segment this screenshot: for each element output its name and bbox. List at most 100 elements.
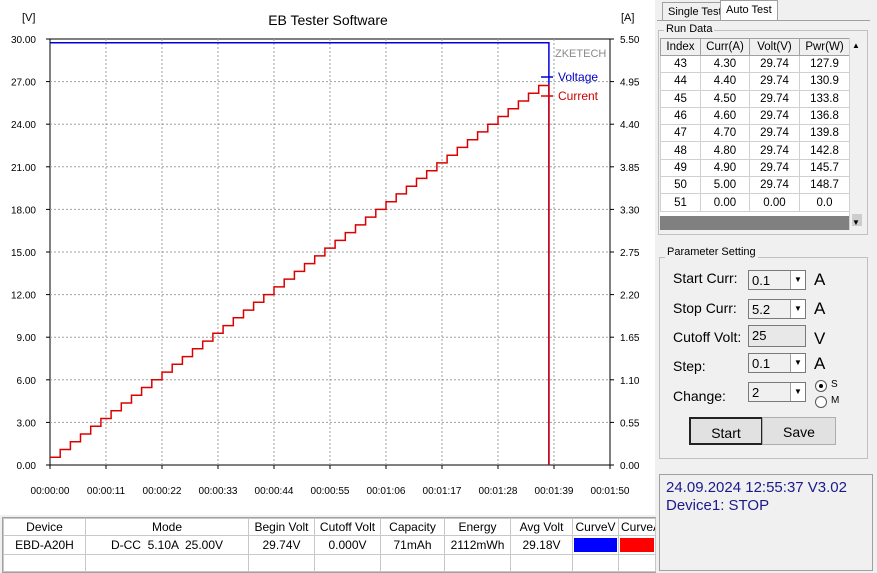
table-cell: 4.80 bbox=[700, 141, 750, 160]
summary-header: Energy bbox=[444, 518, 511, 536]
x-tick-label: 00:00:00 bbox=[31, 486, 70, 497]
radio-s-dot bbox=[819, 384, 823, 388]
radio-m[interactable] bbox=[815, 396, 827, 408]
table-cell: 29.74 bbox=[749, 158, 800, 178]
y2-tick-label: 0.55 bbox=[620, 418, 640, 429]
y2-tick-label: 5.50 bbox=[620, 35, 640, 46]
current-series-line bbox=[50, 84, 550, 465]
save-button[interactable]: Save bbox=[762, 417, 836, 445]
start-curr-select[interactable]: 0.1 ▼ bbox=[748, 270, 806, 290]
table-cell: 51 bbox=[660, 193, 701, 212]
run-data-hscrollbar[interactable] bbox=[660, 216, 849, 230]
step-select[interactable]: 0.1 ▼ bbox=[748, 353, 806, 373]
summary-header: Begin Volt bbox=[248, 518, 315, 536]
stop-curr-unit: A bbox=[814, 299, 826, 318]
summary-empty-row bbox=[3, 554, 656, 572]
table-cell: 148.7 bbox=[799, 176, 849, 195]
summary-header-row: Device Mode Begin Volt Cutoff Volt Capac… bbox=[3, 518, 656, 536]
cutoff-volt-input[interactable]: 25 bbox=[748, 325, 806, 347]
summary-header: Mode bbox=[85, 518, 249, 536]
table-cell: 48 bbox=[660, 141, 701, 160]
run-data-header[interactable]: Curr(A) bbox=[700, 38, 750, 56]
summary-cell: 29.74V bbox=[248, 535, 315, 555]
table-cell: 50 bbox=[660, 176, 701, 195]
change-label: Change: bbox=[673, 388, 726, 404]
y2-tick-label: 2.75 bbox=[620, 248, 640, 259]
table-cell: 142.8 bbox=[799, 141, 849, 160]
table-cell: 0.00 bbox=[749, 193, 800, 212]
parameter-setting-group bbox=[659, 257, 868, 459]
run-data-header[interactable]: Pwr(W) bbox=[799, 38, 849, 56]
table-cell: 4.60 bbox=[700, 106, 750, 126]
curve-v-color bbox=[572, 535, 619, 555]
summary-header: Avg Volt bbox=[510, 518, 573, 536]
x-tick-label: 00:01:39 bbox=[535, 486, 574, 497]
table-cell: 5.00 bbox=[700, 176, 750, 195]
right-axis-unit: [A] bbox=[621, 12, 634, 24]
table-cell: 4.50 bbox=[700, 89, 750, 108]
table-cell: 145.7 bbox=[799, 158, 849, 178]
summary-table: Device Mode Begin Volt Cutoff Volt Capac… bbox=[2, 517, 656, 573]
tab-single-test[interactable]: Single Test bbox=[662, 2, 728, 21]
table-cell: 29.74 bbox=[749, 72, 800, 91]
chevron-down-icon[interactable]: ▼ bbox=[790, 300, 805, 318]
y2-tick-label: 4.95 bbox=[620, 78, 640, 89]
table-cell: 29.74 bbox=[749, 54, 800, 74]
chart-grid bbox=[49, 38, 611, 466]
scroll-down-icon[interactable]: ▼ bbox=[852, 218, 860, 227]
chevron-down-icon[interactable]: ▼ bbox=[790, 354, 805, 372]
table-row[interactable]: 43 4.30 29.74 127.9 bbox=[660, 54, 849, 74]
run-data-table[interactable]: Index Curr(A) Volt(V) Pwr(W) 43 4.30 29.74… bbox=[660, 38, 849, 216]
table-row[interactable]: 47 4.70 29.74 139.8 bbox=[660, 124, 849, 143]
table-cell: 4.70 bbox=[700, 124, 750, 143]
run-data-header[interactable]: Index bbox=[660, 38, 701, 56]
chart-series bbox=[50, 41, 550, 465]
scroll-up-icon[interactable]: ▲ bbox=[852, 41, 860, 50]
table-cell: 29.74 bbox=[749, 89, 800, 108]
change-select[interactable]: 2 ▼ bbox=[748, 382, 806, 402]
x-tick-label: 00:01:06 bbox=[367, 486, 406, 497]
stop-curr-value: 5.2 bbox=[752, 302, 771, 317]
table-cell: 0.00 bbox=[700, 193, 750, 212]
stop-curr-select[interactable]: 5.2 ▼ bbox=[748, 299, 806, 319]
table-row[interactable]: 45 4.50 29.74 133.8 bbox=[660, 89, 849, 108]
step-value: 0.1 bbox=[752, 356, 771, 371]
run-data-header[interactable]: Volt(V) bbox=[749, 38, 800, 56]
legend-voltage: Voltage bbox=[558, 70, 598, 84]
scroll-thumb[interactable] bbox=[852, 214, 862, 226]
x-tick-label: 00:00:11 bbox=[87, 486, 126, 497]
summary-cell: D-CC 5.10A 25.00V bbox=[85, 535, 249, 555]
tab-divider bbox=[657, 20, 870, 21]
y-tick-label: 3.00 bbox=[17, 418, 37, 429]
summary-cell: 2112mWh bbox=[444, 535, 511, 555]
run-data-title: Run Data bbox=[664, 23, 715, 35]
chart-svg: EB Tester Software [V] [A] 30.00 5.50 27.0… bbox=[11, 12, 640, 497]
start-button[interactable]: Start bbox=[689, 417, 763, 445]
table-row[interactable]: 49 4.90 29.74 145.7 bbox=[660, 158, 849, 178]
x-tick-label: 00:00:22 bbox=[143, 486, 182, 497]
table-row[interactable]: 51 0.00 0.00 0.0 bbox=[660, 193, 849, 212]
chevron-down-icon[interactable]: ▼ bbox=[790, 383, 805, 401]
summary-cell: 0.000V bbox=[314, 535, 381, 555]
table-cell: 4.30 bbox=[700, 54, 750, 74]
table-cell: 0.0 bbox=[799, 193, 849, 212]
summary-header: Cutoff Volt bbox=[314, 518, 381, 536]
y-tick-label: 6.00 bbox=[17, 376, 37, 387]
radio-m-label: M bbox=[831, 395, 840, 406]
table-row[interactable]: 50 5.00 29.74 148.7 bbox=[660, 176, 849, 195]
y-tick-label: 18.00 bbox=[11, 205, 36, 216]
summary-data-row[interactable]: EBD-A20H D-CC 5.10A 25.00V 29.74V 0.000V… bbox=[3, 535, 656, 555]
table-row[interactable]: 48 4.80 29.74 142.8 bbox=[660, 141, 849, 160]
chevron-down-icon[interactable]: ▼ bbox=[790, 271, 805, 289]
tab-auto-test[interactable]: Auto Test bbox=[720, 0, 778, 21]
run-data-scrollbar[interactable]: ▲ ▼ bbox=[849, 38, 864, 230]
table-cell: 29.74 bbox=[749, 106, 800, 126]
run-data-header-row: Index Curr(A) Volt(V) Pwr(W) bbox=[660, 38, 849, 56]
table-row[interactable]: 44 4.40 29.74 130.9 bbox=[660, 72, 849, 91]
table-cell: 47 bbox=[660, 124, 701, 143]
table-row[interactable]: 46 4.60 29.74 136.8 bbox=[660, 106, 849, 126]
y2-tick-label: 0.00 bbox=[620, 461, 640, 472]
table-cell: 136.8 bbox=[799, 106, 849, 126]
table-cell: 130.9 bbox=[799, 72, 849, 91]
radio-s[interactable] bbox=[815, 380, 827, 392]
